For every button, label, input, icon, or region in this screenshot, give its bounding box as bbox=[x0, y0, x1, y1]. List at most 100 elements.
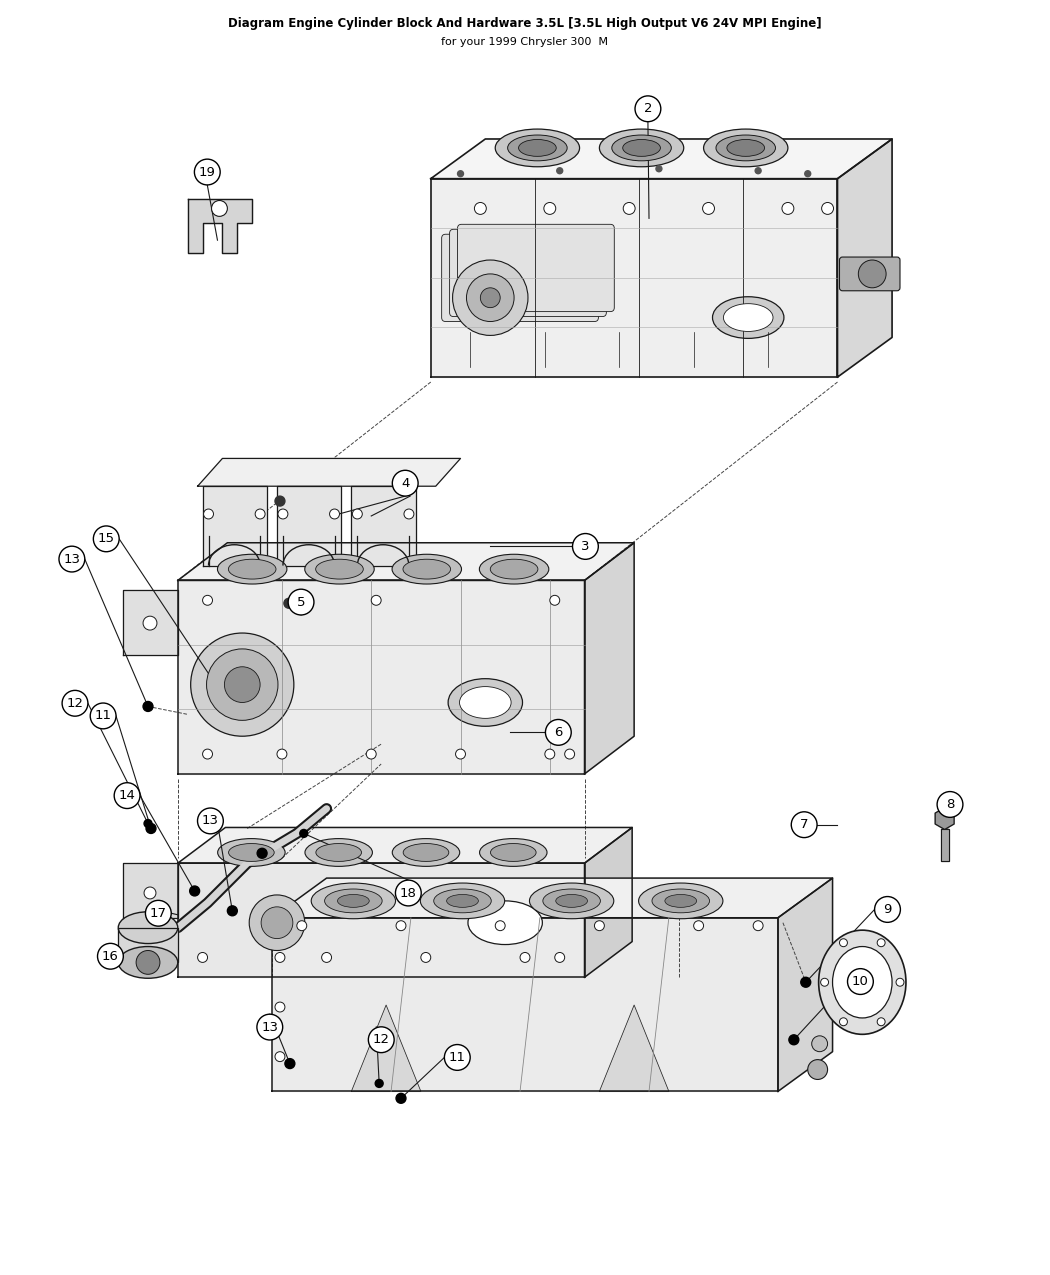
Circle shape bbox=[753, 921, 763, 931]
Text: 13: 13 bbox=[202, 815, 218, 827]
Circle shape bbox=[877, 1017, 885, 1025]
Circle shape bbox=[821, 978, 828, 986]
Text: 16: 16 bbox=[102, 950, 119, 963]
Circle shape bbox=[146, 824, 156, 834]
Ellipse shape bbox=[403, 560, 450, 579]
Circle shape bbox=[255, 509, 265, 519]
Circle shape bbox=[278, 509, 288, 519]
Ellipse shape bbox=[460, 687, 511, 718]
Circle shape bbox=[550, 595, 560, 606]
Circle shape bbox=[275, 1052, 285, 1062]
Polygon shape bbox=[177, 827, 632, 863]
Ellipse shape bbox=[217, 839, 286, 867]
Text: 13: 13 bbox=[261, 1020, 278, 1034]
Circle shape bbox=[822, 203, 834, 214]
Polygon shape bbox=[430, 139, 892, 178]
Ellipse shape bbox=[119, 946, 177, 978]
Ellipse shape bbox=[652, 889, 710, 913]
Circle shape bbox=[782, 203, 794, 214]
Circle shape bbox=[937, 792, 963, 817]
Ellipse shape bbox=[468, 901, 543, 945]
Polygon shape bbox=[123, 863, 177, 918]
Circle shape bbox=[369, 1026, 394, 1053]
Ellipse shape bbox=[337, 895, 370, 908]
Circle shape bbox=[702, 203, 714, 214]
Circle shape bbox=[288, 589, 314, 615]
Circle shape bbox=[520, 952, 530, 963]
Ellipse shape bbox=[716, 135, 776, 161]
Text: 14: 14 bbox=[119, 789, 135, 802]
Polygon shape bbox=[352, 486, 416, 566]
FancyBboxPatch shape bbox=[442, 235, 598, 321]
Ellipse shape bbox=[543, 889, 601, 913]
Polygon shape bbox=[203, 486, 267, 566]
Circle shape bbox=[366, 750, 376, 759]
Circle shape bbox=[801, 977, 811, 987]
Ellipse shape bbox=[519, 139, 557, 157]
Polygon shape bbox=[600, 1005, 669, 1091]
Polygon shape bbox=[838, 139, 892, 377]
Polygon shape bbox=[352, 1005, 421, 1091]
Ellipse shape bbox=[819, 931, 906, 1034]
Ellipse shape bbox=[316, 560, 363, 579]
Polygon shape bbox=[585, 827, 632, 977]
Ellipse shape bbox=[311, 884, 396, 919]
FancyBboxPatch shape bbox=[458, 224, 614, 311]
Circle shape bbox=[284, 598, 294, 608]
Circle shape bbox=[544, 203, 555, 214]
Text: 11: 11 bbox=[94, 709, 111, 723]
Circle shape bbox=[144, 887, 156, 899]
Circle shape bbox=[249, 895, 304, 950]
Circle shape bbox=[496, 921, 505, 931]
Circle shape bbox=[480, 288, 500, 307]
Text: 2: 2 bbox=[644, 102, 652, 115]
Circle shape bbox=[90, 703, 116, 729]
Circle shape bbox=[396, 921, 406, 931]
Text: Diagram Engine Cylinder Block And Hardware 3.5L [3.5L High Output V6 24V MPI Eng: Diagram Engine Cylinder Block And Hardwa… bbox=[228, 17, 822, 31]
Text: 3: 3 bbox=[581, 539, 590, 553]
Ellipse shape bbox=[304, 839, 373, 867]
Circle shape bbox=[353, 509, 362, 519]
Circle shape bbox=[694, 921, 704, 931]
Circle shape bbox=[453, 260, 528, 335]
Ellipse shape bbox=[665, 895, 696, 908]
Circle shape bbox=[194, 159, 220, 185]
Circle shape bbox=[456, 750, 465, 759]
Circle shape bbox=[203, 595, 212, 606]
Circle shape bbox=[755, 168, 761, 173]
Circle shape bbox=[624, 203, 635, 214]
Circle shape bbox=[556, 168, 563, 173]
Circle shape bbox=[421, 952, 430, 963]
Ellipse shape bbox=[496, 129, 580, 167]
Circle shape bbox=[404, 509, 414, 519]
Text: 15: 15 bbox=[98, 533, 114, 546]
Circle shape bbox=[594, 921, 605, 931]
Polygon shape bbox=[177, 580, 585, 774]
Circle shape bbox=[554, 952, 565, 963]
Polygon shape bbox=[778, 878, 833, 1091]
Circle shape bbox=[275, 1002, 285, 1012]
Polygon shape bbox=[936, 807, 954, 830]
Ellipse shape bbox=[704, 129, 788, 167]
Circle shape bbox=[375, 1080, 383, 1088]
Ellipse shape bbox=[448, 678, 523, 727]
Circle shape bbox=[840, 1017, 847, 1025]
Circle shape bbox=[812, 1035, 827, 1052]
Text: 6: 6 bbox=[554, 725, 563, 739]
Circle shape bbox=[792, 812, 817, 838]
Circle shape bbox=[858, 260, 886, 288]
Ellipse shape bbox=[600, 129, 684, 167]
Text: 5: 5 bbox=[297, 595, 306, 608]
Circle shape bbox=[297, 921, 307, 931]
Polygon shape bbox=[123, 590, 177, 655]
Circle shape bbox=[285, 1058, 295, 1068]
Ellipse shape bbox=[713, 297, 784, 338]
Circle shape bbox=[396, 1094, 406, 1103]
Circle shape bbox=[257, 1014, 282, 1040]
Ellipse shape bbox=[612, 135, 671, 161]
Ellipse shape bbox=[727, 139, 764, 157]
Text: 12: 12 bbox=[66, 696, 84, 710]
Circle shape bbox=[466, 274, 514, 321]
Circle shape bbox=[144, 820, 152, 827]
Circle shape bbox=[62, 690, 88, 717]
